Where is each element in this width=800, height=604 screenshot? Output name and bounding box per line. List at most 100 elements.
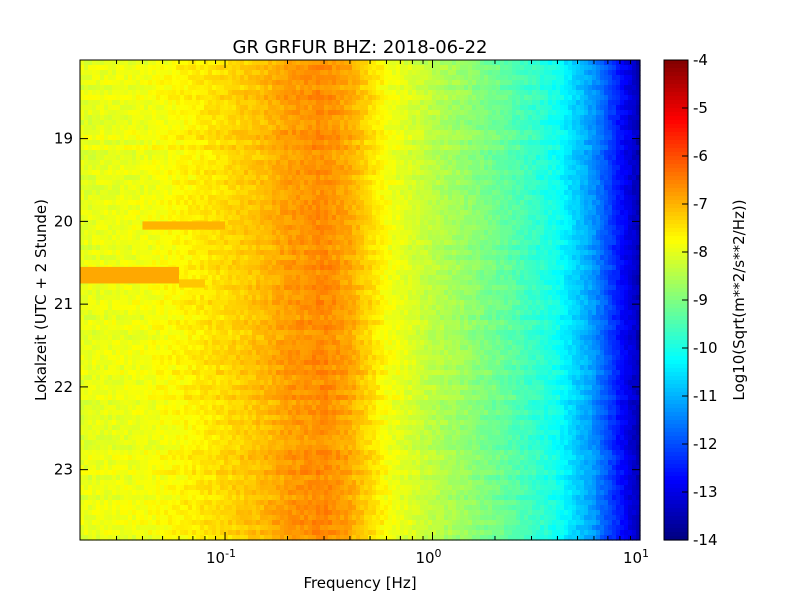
heatmap-cell (176, 210, 181, 216)
heatmap-cell (292, 160, 297, 166)
heatmap-cell (432, 165, 437, 171)
heatmap-cell (376, 130, 381, 136)
heatmap-cell (572, 100, 577, 106)
heatmap-cell (404, 175, 409, 181)
heatmap-cell (472, 90, 477, 96)
heatmap-cell (568, 175, 573, 181)
heatmap-cell (616, 145, 621, 151)
heatmap-cell (196, 125, 201, 131)
heatmap-cell (120, 145, 125, 151)
heatmap-cell (172, 165, 177, 171)
heatmap-cell (492, 150, 497, 156)
heatmap-cell (532, 60, 537, 66)
heatmap-cell (172, 125, 177, 131)
heatmap-cell (468, 205, 473, 211)
heatmap-cell (532, 120, 537, 126)
heatmap-cell (104, 215, 109, 221)
heatmap-cell (468, 145, 473, 151)
heatmap-cell (340, 175, 345, 181)
heatmap-cell (516, 70, 521, 76)
heatmap-cell (280, 65, 285, 71)
heatmap-cell (608, 60, 613, 66)
heatmap-cell (116, 165, 121, 171)
heatmap-cell (348, 230, 353, 236)
heatmap-cell (316, 235, 321, 241)
heatmap-cell (584, 80, 589, 86)
heatmap-cell (440, 220, 445, 226)
heatmap-cell (412, 130, 417, 136)
heatmap-cell (216, 235, 221, 241)
heatmap-cell (168, 85, 173, 91)
heatmap-cell (308, 230, 313, 236)
heatmap-cell (196, 120, 201, 126)
heatmap-cell (608, 215, 613, 221)
heatmap-cell (356, 80, 361, 86)
heatmap-cell (196, 230, 201, 236)
heatmap-cell (544, 175, 549, 181)
heatmap-cell (496, 80, 501, 86)
heatmap-cell (552, 200, 557, 206)
heatmap-cell (276, 165, 281, 171)
heatmap-cell (476, 120, 481, 126)
heatmap-cell (532, 130, 537, 136)
heatmap-cell (120, 155, 125, 161)
heatmap-cell (428, 195, 433, 201)
heatmap-cell (256, 185, 261, 191)
heatmap-cell (108, 210, 113, 216)
heatmap-cell (444, 160, 449, 166)
heatmap-cell (144, 210, 149, 216)
heatmap-cell (564, 225, 569, 231)
heatmap-cell (492, 140, 497, 146)
heatmap-cell (136, 145, 141, 151)
heatmap-cell (336, 145, 341, 151)
heatmap-cell (152, 170, 157, 176)
heatmap-cell (512, 210, 517, 216)
heatmap-cell (220, 200, 225, 206)
heatmap-cell (260, 200, 265, 206)
heatmap-cell (348, 170, 353, 176)
heatmap-cell (536, 85, 541, 91)
heatmap-cell (340, 180, 345, 186)
heatmap-cell (460, 165, 465, 171)
heatmap-cell (392, 110, 397, 116)
heatmap-cell (176, 100, 181, 106)
heatmap-cell (400, 135, 405, 141)
heatmap-cell (192, 115, 197, 121)
heatmap-cell (552, 185, 557, 191)
heatmap-cell (308, 105, 313, 111)
heatmap-cell (380, 140, 385, 146)
heatmap-cell (440, 200, 445, 206)
heatmap-cell (252, 75, 257, 81)
heatmap-cell (380, 145, 385, 151)
heatmap-cell (144, 175, 149, 181)
heatmap-cell (476, 220, 481, 226)
heatmap-cell (624, 110, 629, 116)
heatmap-cell (260, 185, 265, 191)
heatmap-cell (540, 60, 545, 66)
heatmap-cell (472, 115, 477, 121)
heatmap-cell (496, 90, 501, 96)
heatmap-cell (604, 100, 609, 106)
heatmap-cell (520, 185, 525, 191)
heatmap-cell (200, 210, 205, 216)
heatmap-cell (492, 70, 497, 76)
heatmap-cell (92, 105, 97, 111)
heatmap-cell (288, 85, 293, 91)
heatmap-cell (488, 155, 493, 161)
heatmap-cell (424, 90, 429, 96)
heatmap-cell (276, 225, 281, 231)
heatmap-cell (428, 205, 433, 211)
heatmap-cell (388, 210, 393, 216)
heatmap-cell (580, 70, 585, 76)
heatmap-cell (468, 170, 473, 176)
heatmap-cell (384, 225, 389, 231)
heatmap-cell (264, 205, 269, 211)
heatmap-cell (208, 170, 213, 176)
heatmap-cell (556, 195, 561, 201)
heatmap-cell (436, 180, 441, 186)
heatmap-cell (300, 185, 305, 191)
heatmap-cell (164, 160, 169, 166)
heatmap-cell (524, 230, 529, 236)
heatmap-cell (568, 205, 573, 211)
heatmap-cell (304, 60, 309, 66)
